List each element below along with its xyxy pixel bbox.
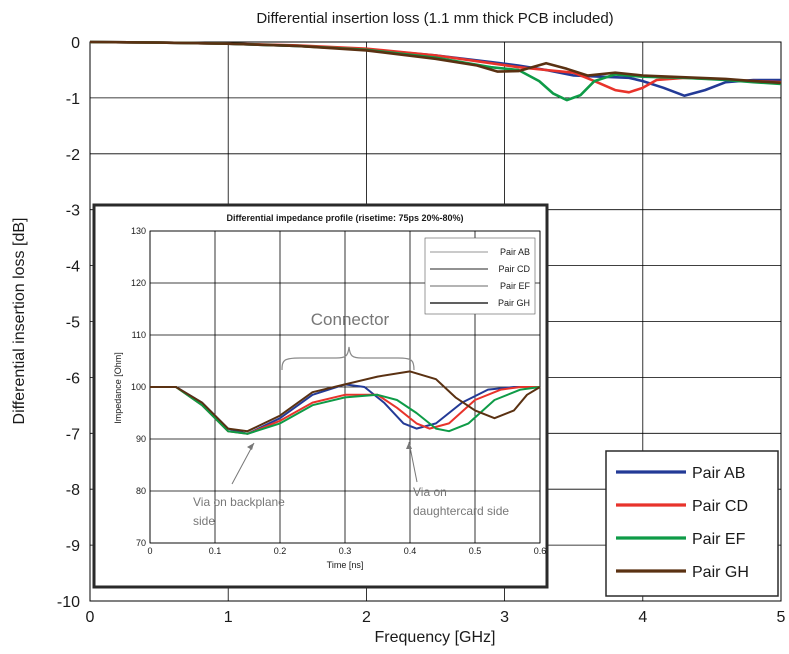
inset-y-tick-label: 120: [131, 278, 146, 288]
inset-x-tick-label: 0.4: [404, 546, 417, 556]
main-series-pair-ab: [89, 40, 781, 97]
inset-x-tick-label: 0.6: [534, 546, 547, 556]
inset-series-pair-gh: [150, 370, 541, 433]
main-legend-label-pair-gh: Pair GH: [692, 564, 749, 581]
main-y-tick-label: -1: [66, 91, 80, 108]
main-series-pair-gh: [89, 40, 782, 85]
main-y-tick-label: -4: [66, 259, 80, 276]
inset-legend: Pair AB Pair CD Pair EF Pair GH: [424, 237, 536, 315]
inset-y-tick-label: 90: [136, 434, 146, 444]
inset-legend-label-pair-cd: Pair CD: [498, 264, 530, 274]
inset-legend-label-pair-ef: Pair EF: [500, 281, 531, 291]
inset-y-tick-label: 110: [132, 330, 146, 340]
main-y-tick-label: -7: [66, 426, 80, 443]
inset-x-axis-label: Time [ns]: [327, 560, 364, 570]
main-y-tick-label: 0: [71, 35, 80, 52]
main-x-tick-label: 2: [362, 609, 371, 626]
inset-y-axis-label: Impedance [Ohm]: [113, 352, 123, 424]
connector-bracket: [281, 346, 415, 371]
inset-x-tick-label: 0: [147, 546, 152, 556]
main-y-tick-label: -6: [66, 370, 80, 387]
via-daughtercard-label-line1: Via on: [413, 485, 447, 499]
via-backplane-arrowhead: [247, 443, 254, 450]
inset-y-tick-label: 100: [131, 382, 146, 392]
main-plot-frame: [89, 41, 782, 602]
main-x-tick-label: 0: [86, 609, 95, 626]
connector-label: Connector: [311, 310, 390, 329]
inset-y-tick-label: 70: [136, 538, 146, 548]
main-y-tick-label: -9: [66, 538, 80, 555]
main-y-axis-label: Differential insertion loss [dB]: [11, 218, 28, 425]
inset-y-tick-label: 80: [136, 486, 146, 496]
main-legend-label-pair-ef: Pair EF: [692, 531, 746, 548]
main-series-pair-ef: [89, 40, 782, 102]
main-legend-label-pair-ab: Pair AB: [692, 465, 745, 482]
inset-y-tick-label: 130: [131, 226, 146, 236]
inset-x-tick-label: 0.1: [209, 546, 222, 556]
chart-title: Differential insertion loss (1.1 mm thic…: [256, 10, 613, 27]
via-backplane-label-line2: side: [193, 514, 215, 528]
main-y-tick-label: -10: [57, 594, 80, 611]
main-y-tick-label: -2: [66, 147, 80, 164]
main-x-tick-label: 3: [500, 609, 509, 626]
main-y-tick-label: -3: [66, 203, 80, 220]
inset-chart: Differential impedance profile (risetime…: [92, 203, 549, 589]
main-x-ticks: 0 1 2 3 4 5: [86, 609, 786, 626]
main-y-ticks: 0 -1 -2 -3 -4 -5 -6 -7 -8 -9 -10: [57, 35, 80, 611]
inset-series-lines: [150, 370, 541, 435]
main-x-axis-label: Frequency [GHz]: [375, 629, 496, 646]
main-legend-label-pair-cd: Pair CD: [692, 498, 748, 515]
via-backplane-arrow: [231, 442, 255, 485]
inset-legend-label-pair-ab: Pair AB: [500, 247, 530, 257]
inset-legend-box: [424, 237, 536, 315]
inset-series-pair-ef: [150, 386, 541, 435]
main-legend: Pair AB Pair CD Pair EF Pair GH: [605, 450, 779, 597]
inset-y-ticks: 70 80 90 100 110 120 130: [131, 226, 146, 548]
main-x-tick-label: 4: [638, 609, 647, 626]
main-y-tick-label: -5: [66, 315, 80, 332]
via-daughtercard-label-line2: daughtercard side: [413, 504, 509, 518]
via-daughtercard-arrowhead: [406, 442, 412, 449]
main-x-tick-label: 5: [777, 609, 786, 626]
inset-x-tick-label: 0.3: [339, 546, 352, 556]
inset-legend-label-pair-gh: Pair GH: [498, 298, 530, 308]
inset-x-tick-label: 0.5: [469, 546, 482, 556]
inset-x-ticks: 0 0.1 0.2 0.3 0.4 0.5 0.6: [147, 546, 546, 556]
via-backplane-label-line1: Via on backplane: [193, 495, 285, 509]
main-series-lines: [89, 40, 782, 102]
main-y-tick-label: -8: [66, 482, 80, 499]
main-x-tick-label: 1: [224, 609, 233, 626]
inset-title: Differential impedance profile (risetime…: [226, 213, 463, 223]
inset-x-tick-label: 0.2: [274, 546, 287, 556]
main-series-pair-cd: [89, 40, 782, 94]
